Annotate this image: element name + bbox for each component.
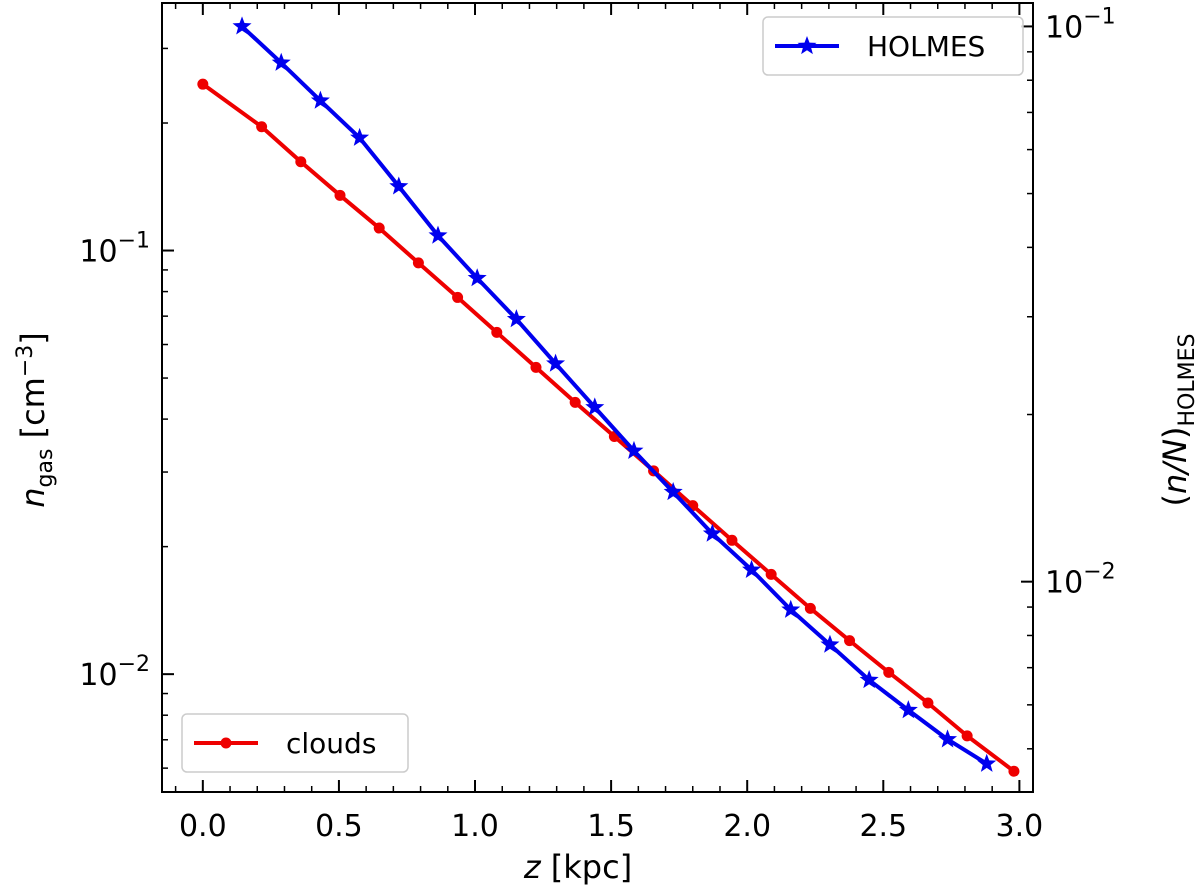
- y-right-label-close: ): [1156, 427, 1194, 439]
- data-point-holmes: [663, 482, 683, 501]
- data-point-holmes: [546, 353, 566, 372]
- data-point-holmes: [428, 225, 448, 244]
- x-tick-label: 2.0: [723, 809, 771, 844]
- x-tick-label: 0.5: [315, 809, 363, 844]
- data-point-clouds: [412, 257, 424, 269]
- data-point-clouds: [961, 730, 973, 742]
- legend-label: HOLMES: [867, 30, 985, 63]
- y-left-label-var: n: [14, 487, 52, 507]
- legend-box: [762, 16, 1024, 76]
- data-point-holmes: [271, 52, 291, 71]
- y-left-tick-label: 10−1: [79, 229, 150, 270]
- data-point-clouds: [765, 568, 777, 580]
- x-axis-label-unit: [kpc]: [541, 848, 633, 886]
- data-point-holmes: [467, 268, 487, 287]
- series-clouds: [197, 78, 1020, 777]
- data-point-holmes: [389, 176, 409, 195]
- data-point-clouds: [256, 121, 268, 133]
- y-right-label-sub: HOLMES: [1175, 334, 1200, 427]
- data-point-clouds: [530, 361, 542, 373]
- y-left-label-sub: gas: [33, 449, 58, 488]
- data-point-clouds: [295, 156, 307, 168]
- data-point-holmes: [350, 127, 370, 146]
- data-point-holmes: [781, 599, 801, 618]
- data-point-clouds: [922, 697, 934, 709]
- y-right-label-open: (: [1156, 494, 1194, 506]
- data-point-holmes: [859, 670, 879, 689]
- x-axis-label-var: z: [523, 848, 542, 886]
- data-point-clouds: [452, 291, 464, 303]
- legend-label: clouds: [286, 727, 376, 760]
- x-tick-label: 1.0: [451, 809, 499, 844]
- series-line-holmes: [240, 24, 988, 766]
- data-point-clouds: [804, 602, 816, 614]
- data-point-clouds: [844, 635, 856, 647]
- x-axis-label: z [kpc]: [523, 848, 632, 886]
- data-point-holmes: [506, 309, 526, 328]
- legend-layer: clouds HOLMES: [181, 16, 1024, 773]
- data-point-clouds: [569, 396, 581, 408]
- legend-marker: [220, 737, 232, 749]
- y-left-label-unit: [cm: [14, 377, 52, 448]
- y-left-tick-label: 10−2: [79, 652, 150, 693]
- x-tick-label: 1.5: [587, 809, 635, 844]
- x-tick-label: 2.5: [859, 809, 907, 844]
- data-point-holmes: [585, 397, 605, 416]
- data-point-holmes: [977, 753, 997, 772]
- legend-clouds: clouds: [181, 713, 409, 773]
- y-axis-label-left: ngas [cm−3]: [13, 332, 58, 508]
- data-point-holmes: [624, 440, 644, 459]
- legend-marker: [797, 36, 817, 55]
- y-right-tick-label: 10−1: [1045, 4, 1116, 45]
- data-point-holmes: [898, 700, 918, 719]
- data-point-holmes: [232, 16, 252, 35]
- axes-frame: [161, 2, 1034, 793]
- data-point-clouds: [491, 326, 503, 338]
- y-right-label-var: n/N: [1156, 439, 1194, 494]
- data-point-clouds: [373, 222, 385, 234]
- y-axis-label-right: (n/N)HOLMES: [1156, 334, 1200, 507]
- y-right-tick-label: 10−2: [1045, 560, 1116, 601]
- data-point-holmes: [742, 559, 762, 578]
- y-left-label-close: ]: [14, 332, 52, 344]
- data-point-clouds: [334, 189, 346, 201]
- y-left-label-sup: −3: [13, 345, 38, 377]
- data-point-holmes: [820, 634, 840, 653]
- x-tick-label: 3.0: [996, 809, 1044, 844]
- data-point-holmes: [938, 729, 958, 748]
- data-point-holmes: [310, 90, 330, 109]
- data-point-clouds: [1008, 765, 1020, 777]
- series-layer: [197, 16, 1020, 777]
- data-point-clouds: [726, 534, 738, 546]
- data-point-holmes: [702, 523, 722, 542]
- data-point-clouds: [197, 78, 209, 90]
- legend-holmes: HOLMES: [762, 16, 1024, 76]
- x-tick-label: 0.0: [179, 809, 227, 844]
- data-point-clouds: [883, 666, 895, 678]
- series-holmes: [232, 16, 997, 772]
- legend-box: [181, 713, 409, 773]
- ticks-layer: 0.0 0.5 1.0 1.5 2.0 2.5 3.0 10−2 10−1 10−2 10−1: [79, 3, 1116, 844]
